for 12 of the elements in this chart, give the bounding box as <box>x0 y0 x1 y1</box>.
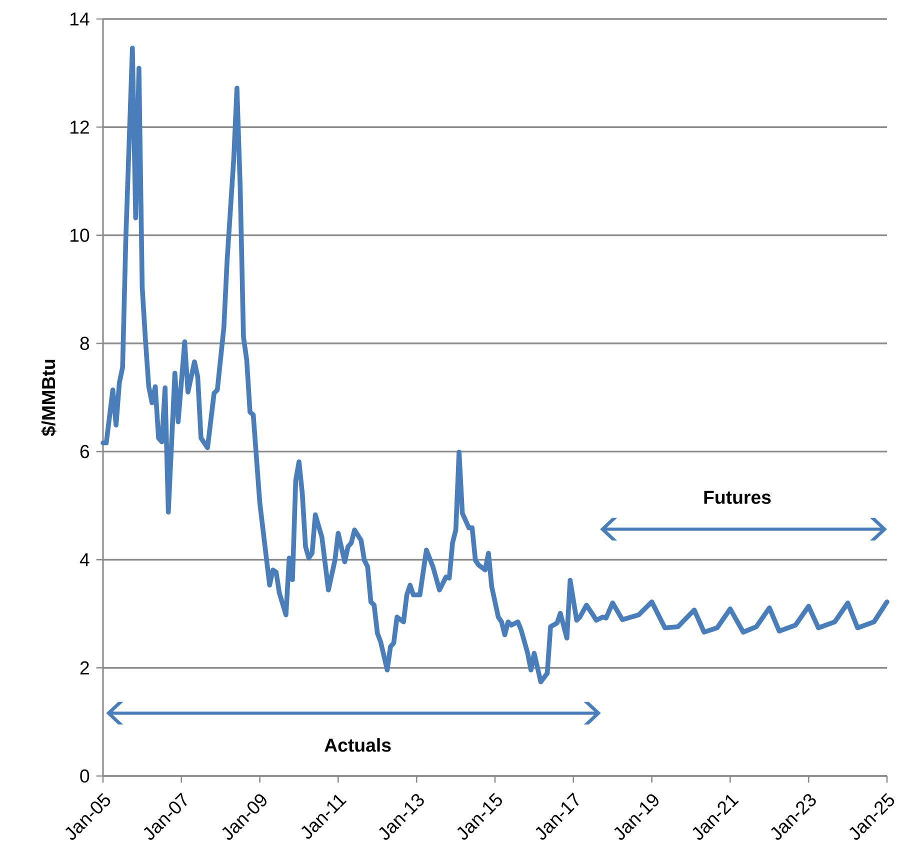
y-tick-label: 10 <box>70 228 90 242</box>
y-tick-label: 8 <box>80 336 90 350</box>
y-tick-label: 0 <box>80 769 90 783</box>
line-series <box>100 46 890 684</box>
annotation: Actuals <box>324 738 391 752</box>
y-tick-label: 6 <box>80 444 90 458</box>
y-axis-title: $/MMBtu <box>41 360 56 436</box>
y-tick-label: 14 <box>70 12 90 26</box>
annotation: Futures <box>704 490 771 504</box>
y-tick-label: 2 <box>80 661 89 674</box>
y-tick-label: 12 <box>70 120 89 134</box>
y-tick-label: 4 <box>80 553 90 566</box>
